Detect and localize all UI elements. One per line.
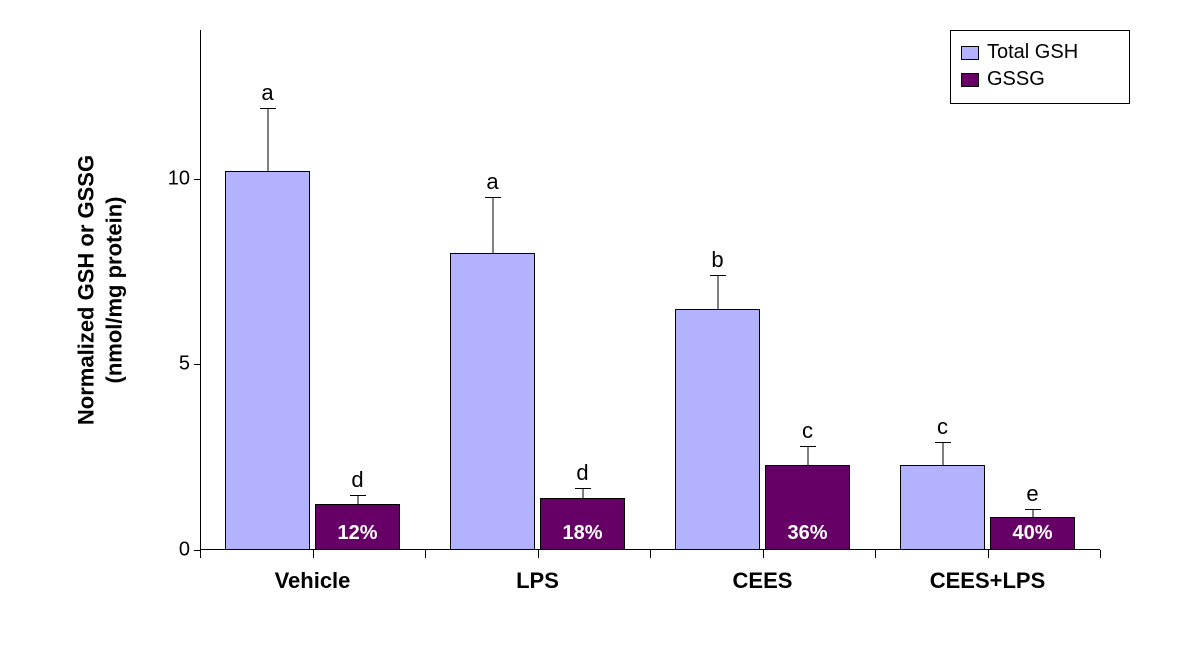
x-boundary-tick xyxy=(650,550,651,558)
legend-swatch xyxy=(961,46,979,60)
x-category-label: CEES+LPS xyxy=(930,550,1046,594)
y-axis-line xyxy=(200,30,201,550)
bar-total-gsh xyxy=(225,171,311,550)
legend-item: Total GSH xyxy=(961,41,1119,64)
error-bar-cap xyxy=(800,446,816,447)
error-bar-stem xyxy=(807,446,808,465)
error-bar-cap xyxy=(710,275,726,276)
error-bar-stem xyxy=(357,495,358,503)
legend-item: GSSG xyxy=(961,68,1119,91)
bar-gssg: 40% xyxy=(990,517,1076,550)
bar-total-gsh xyxy=(675,309,761,550)
significance-label: a xyxy=(486,169,498,195)
error-bar-stem xyxy=(942,442,943,464)
significance-label: d xyxy=(351,467,363,493)
plot-area: Normalized GSH or GSSG(nmol/mg protein) … xyxy=(200,30,1100,550)
y-tick-mark xyxy=(194,364,200,365)
error-bar-cap xyxy=(1025,509,1041,510)
percent-label: 12% xyxy=(337,522,377,545)
x-category-label: Vehicle xyxy=(275,550,351,594)
y-axis-title-line2: (nmol/mg protein) xyxy=(101,197,126,384)
legend-swatch xyxy=(961,73,979,87)
y-tick-mark xyxy=(194,179,200,180)
x-boundary-tick xyxy=(875,550,876,558)
x-category-label: LPS xyxy=(516,550,559,594)
x-category-label: CEES xyxy=(733,550,793,594)
error-bar-stem xyxy=(492,197,493,253)
error-bar-cap xyxy=(350,495,366,496)
percent-label: 40% xyxy=(1012,522,1052,545)
significance-label: c xyxy=(937,414,948,440)
x-boundary-tick xyxy=(200,550,201,558)
y-axis-title-line1: Normalized GSH or GSSG xyxy=(74,155,99,425)
significance-label: a xyxy=(261,80,273,106)
error-bar-cap xyxy=(485,197,501,198)
error-bar-cap xyxy=(575,488,591,489)
x-boundary-tick xyxy=(425,550,426,558)
error-bar-cap xyxy=(260,108,276,109)
bar-gssg: 36% xyxy=(765,465,851,550)
legend-label: Total GSH xyxy=(987,41,1078,64)
legend: Total GSH GSSG xyxy=(950,30,1130,104)
bar-gssg: 18% xyxy=(540,498,626,550)
significance-label: d xyxy=(576,460,588,486)
legend-label: GSSG xyxy=(987,68,1045,91)
significance-label: c xyxy=(802,418,813,444)
y-axis-title: Normalized GSH or GSSG(nmol/mg protein) xyxy=(73,155,128,425)
bar-total-gsh xyxy=(900,465,986,550)
bar-total-gsh xyxy=(450,253,536,550)
chart-container: Normalized GSH or GSSG(nmol/mg protein) … xyxy=(40,20,1160,640)
bar-gssg: 12% xyxy=(315,504,401,550)
error-bar-stem xyxy=(717,275,718,308)
error-bar-stem xyxy=(1032,509,1033,516)
error-bar-stem xyxy=(267,108,268,171)
significance-label: e xyxy=(1026,481,1038,507)
x-boundary-tick xyxy=(1100,550,1101,558)
percent-label: 36% xyxy=(787,522,827,545)
percent-label: 18% xyxy=(562,522,602,545)
significance-label: b xyxy=(711,247,723,273)
error-bar-cap xyxy=(935,442,951,443)
error-bar-stem xyxy=(582,488,583,498)
